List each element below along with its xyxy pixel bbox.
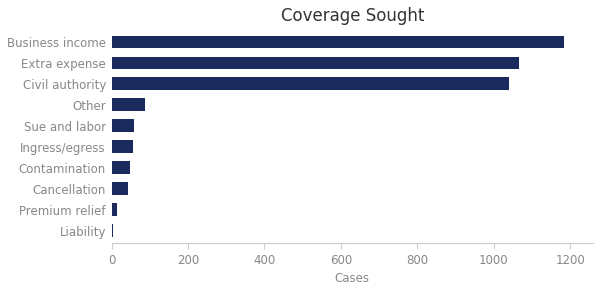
Bar — [112, 57, 518, 69]
Bar — [112, 36, 565, 48]
Bar — [112, 182, 128, 195]
X-axis label: Cases: Cases — [335, 272, 370, 285]
Bar — [112, 98, 145, 111]
Bar — [112, 77, 509, 90]
Bar — [112, 140, 133, 153]
Bar — [112, 224, 113, 237]
Bar — [112, 119, 134, 132]
Title: Coverage Sought: Coverage Sought — [281, 7, 424, 25]
Bar — [112, 203, 117, 216]
Bar — [112, 161, 130, 174]
